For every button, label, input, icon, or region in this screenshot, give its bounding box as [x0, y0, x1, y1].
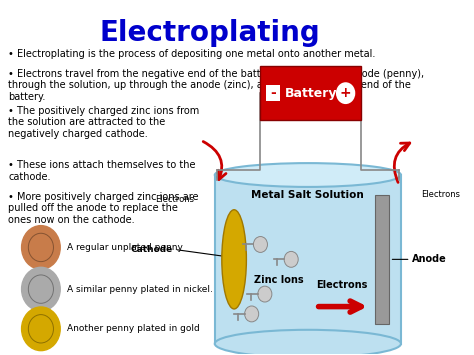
Text: • These ions attach themselves to the
cathode.: • These ions attach themselves to the ca… — [9, 160, 196, 182]
Text: Electrons: Electrons — [155, 195, 195, 204]
FancyBboxPatch shape — [374, 195, 389, 324]
Text: • Electroplating is the process of depositing one metal onto another metal.: • Electroplating is the process of depos… — [9, 49, 376, 59]
Text: Cathode: Cathode — [130, 245, 173, 254]
Ellipse shape — [215, 163, 401, 187]
Text: Electrons: Electrons — [421, 190, 460, 199]
Text: +: + — [340, 86, 351, 100]
FancyBboxPatch shape — [215, 175, 401, 344]
Circle shape — [22, 267, 60, 311]
Text: Electroplating: Electroplating — [99, 19, 320, 47]
Circle shape — [22, 226, 60, 269]
Text: Another penny plated in gold: Another penny plated in gold — [67, 324, 200, 333]
Circle shape — [254, 236, 267, 252]
Circle shape — [284, 251, 298, 267]
Text: • Electrons travel from the negative end of the battery through the cathode (pen: • Electrons travel from the negative end… — [9, 69, 425, 102]
Circle shape — [245, 306, 259, 322]
Text: A similar penny plated in nickel.: A similar penny plated in nickel. — [67, 285, 213, 294]
FancyBboxPatch shape — [266, 85, 280, 101]
Ellipse shape — [215, 330, 401, 355]
Text: Zinc Ions: Zinc Ions — [254, 275, 304, 285]
Circle shape — [336, 82, 356, 104]
Circle shape — [258, 286, 272, 302]
Ellipse shape — [222, 210, 246, 309]
FancyBboxPatch shape — [260, 66, 362, 120]
Text: A regular unplated penny: A regular unplated penny — [67, 243, 183, 252]
Text: • More positively charged zinc ions are
pulled off the anode to replace the
ones: • More positively charged zinc ions are … — [9, 192, 199, 225]
Circle shape — [22, 307, 60, 351]
Text: -: - — [270, 86, 275, 100]
Text: Electrons: Electrons — [317, 280, 368, 290]
Text: • The positively charged zinc ions from
the solution are attracted to the
negati: • The positively charged zinc ions from … — [9, 105, 200, 139]
Text: Battery: Battery — [285, 87, 337, 100]
Text: Metal Salt Solution: Metal Salt Solution — [252, 190, 364, 200]
Text: Anode: Anode — [411, 254, 446, 264]
